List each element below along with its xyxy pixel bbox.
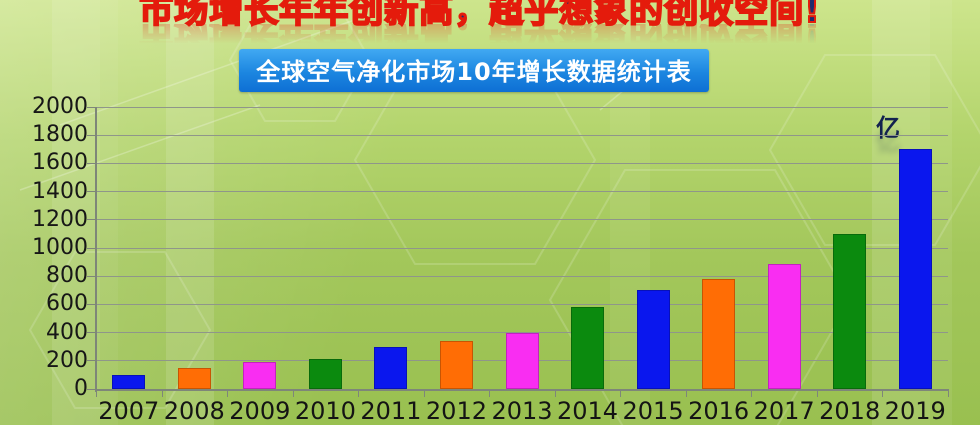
bar — [702, 279, 736, 389]
y-axis-label: 400 — [46, 319, 88, 345]
y-axis-tick — [87, 332, 95, 334]
bar — [374, 347, 408, 389]
y-axis-tick — [87, 303, 95, 305]
gridline — [96, 191, 948, 193]
y-axis-tick — [87, 360, 95, 362]
chart-title: 全球空气净化市场10年增长数据统计表 — [256, 58, 692, 86]
page-title: 市场增长年年创新高，超乎想象的创收空间! — [138, 0, 821, 31]
y-axis-tick — [87, 162, 95, 164]
bar — [308, 359, 342, 389]
y-axis-label: 1200 — [32, 206, 88, 232]
x-axis-label: 2016 — [688, 397, 750, 425]
y-axis-tick — [87, 106, 95, 108]
x-axis-tick — [423, 391, 425, 397]
x-axis-label: 2009 — [229, 397, 291, 425]
x-axis-tick — [161, 391, 163, 397]
x-axis-tick — [554, 391, 556, 397]
x-axis-label: 2012 — [425, 397, 487, 425]
y-axis-label: 1400 — [32, 178, 88, 204]
x-axis-label: 2008 — [163, 397, 225, 425]
y-axis-label: 2000 — [32, 94, 88, 119]
x-axis-tick — [751, 391, 753, 397]
x-axis-label: 2013 — [491, 397, 553, 425]
gridline — [96, 247, 948, 249]
bar — [767, 264, 801, 389]
x-axis-tick — [292, 391, 294, 397]
y-axis-label: 1000 — [32, 235, 88, 260]
x-axis-tick — [620, 391, 622, 397]
y-axis-label: 800 — [46, 263, 88, 289]
x-axis-label: 2011 — [360, 397, 422, 425]
y-axis-label: 600 — [46, 291, 88, 317]
x-axis-tick — [948, 391, 949, 397]
y-axis-tick — [87, 219, 95, 221]
chart-title-banner: 全球空气净化市场10年增长数据统计表 — [0, 49, 948, 92]
gridline — [96, 106, 948, 108]
x-axis-label: 2010 — [294, 397, 356, 425]
page-title-reflection: 市场增长年年创新高，超乎想象的创收空间! — [138, 24, 822, 51]
y-axis-label: 1800 — [32, 122, 88, 148]
bar — [898, 149, 932, 389]
x-axis-label: 2007 — [98, 397, 160, 425]
gridline — [96, 162, 948, 164]
y-axis-tick — [87, 275, 95, 277]
chart-title-banner-box: 全球空气净化市场10年增长数据统计表 — [239, 49, 709, 92]
bar-chart: 亿 0 200 400 600 800 1000 1200 1400 1600 1800 2000 2… — [32, 96, 949, 425]
gridline — [96, 275, 948, 277]
x-axis-tick — [96, 391, 97, 397]
y-axis-tick — [87, 134, 95, 136]
gridline — [96, 303, 948, 305]
gridline — [96, 332, 948, 334]
y-axis-label: 1600 — [32, 150, 88, 176]
bar — [177, 368, 211, 389]
bar — [439, 341, 473, 389]
x-axis-label: 2015 — [622, 397, 684, 425]
y-axis — [95, 107, 97, 392]
x-axis-label: 2019 — [884, 397, 946, 425]
x-axis-tick — [489, 391, 491, 397]
x-axis-label: 2018 — [819, 397, 881, 425]
unit-label: 亿 — [876, 114, 900, 142]
bar — [505, 333, 539, 389]
x-axis-tick — [816, 391, 818, 397]
gridline — [96, 134, 948, 136]
x-axis-label: 2017 — [753, 397, 815, 425]
bar — [833, 234, 867, 389]
x-axis-tick — [685, 391, 687, 397]
x-axis-tick — [882, 391, 884, 397]
bar — [571, 307, 605, 389]
bar — [243, 362, 277, 389]
y-axis-tick — [87, 247, 95, 249]
y-axis-label: 200 — [46, 347, 88, 373]
bar — [636, 290, 670, 389]
x-axis — [95, 389, 949, 391]
bar — [112, 375, 146, 389]
x-axis-tick — [227, 391, 229, 397]
header: 市场增长年年创新高，超乎想象的创收空间! 市场增长年年创新高，超乎想象的创收空间… — [0, 0, 960, 50]
y-axis-label: 0 — [74, 376, 88, 401]
gridline — [96, 219, 948, 221]
x-axis-label: 2014 — [556, 397, 619, 425]
y-axis-tick — [87, 191, 95, 193]
x-axis-tick — [358, 391, 360, 397]
y-axis-tick — [87, 388, 95, 390]
